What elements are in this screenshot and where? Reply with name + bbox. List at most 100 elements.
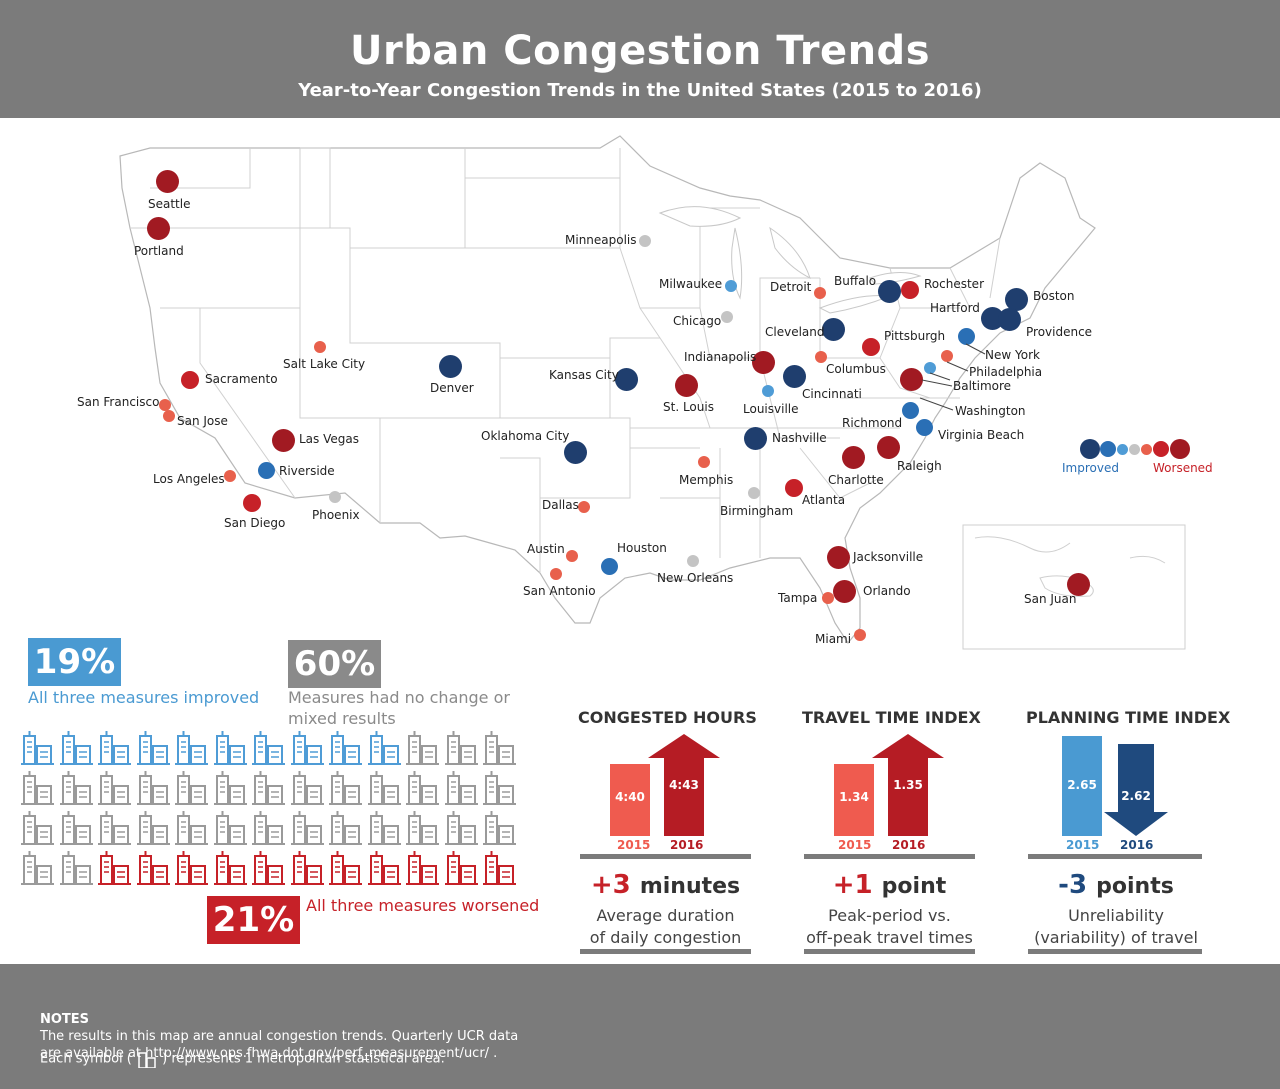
msa-building-icon — [367, 771, 401, 805]
msa-building-icon — [98, 771, 131, 805]
city-dot-kansas-city — [615, 368, 638, 391]
metric-desc-1: Peak-period vs. — [828, 906, 951, 925]
city-label-los-angeles: Los Angeles — [153, 472, 225, 486]
city-label-detroit: Detroit — [770, 280, 812, 294]
city-label-oklahoma-city: Oklahoma City — [481, 429, 570, 443]
msa-building-icon — [483, 731, 516, 765]
metric-big-change: +3 minutes — [578, 870, 753, 900]
legend-improved-label: Improved — [1062, 461, 1119, 475]
city-label-buffalo: Buffalo — [834, 274, 877, 288]
city-label-salt-lake-city: Salt Lake City — [283, 357, 366, 371]
msa-building-icon — [406, 771, 439, 805]
city-dot-detroit — [814, 287, 826, 299]
city-label-memphis: Memphis — [679, 473, 734, 487]
msa-building-icon — [290, 731, 324, 765]
msa-building-icon — [98, 731, 131, 765]
metric-planning-time-index: PLANNING TIME INDEX 2.65 2.62 2015 2016 … — [1026, 708, 1230, 958]
msa-building-icon — [136, 731, 170, 765]
msa-building-icon — [367, 811, 401, 845]
baseline-bottom — [1028, 949, 1202, 954]
msa-building-icon — [444, 811, 478, 845]
city-dot-rochester — [901, 281, 919, 299]
symbol-text-prefix: Each symbol ( — [40, 1051, 132, 1067]
msa-building-icon — [329, 731, 362, 765]
city-label-indianapolis: Indianapolis — [684, 350, 757, 364]
msa-building-icon — [59, 811, 93, 845]
city-dot-providence — [998, 308, 1021, 331]
baseline-top — [1028, 854, 1202, 859]
metric-title: TRAVEL TIME INDEX — [802, 708, 981, 727]
msa-building-icon — [136, 771, 170, 805]
msa-building-icon — [444, 771, 478, 805]
metric-travel-time-index: TRAVEL TIME INDEX 1.34 1.35 2015 2016 +1… — [802, 708, 981, 958]
msa-building-icon — [175, 811, 208, 845]
city-dot-denver — [439, 355, 462, 378]
legend-dot-worsened-strong — [1170, 439, 1190, 459]
bar-2016-value: 2.62 — [1121, 789, 1151, 803]
city-label-providence: Providence — [1026, 325, 1093, 339]
city-label-new-york: New York — [985, 348, 1040, 362]
legend-dot-improved-light — [1117, 444, 1128, 455]
city-label-atlanta: Atlanta — [802, 493, 846, 507]
improved-pct-text: All three measures improved — [28, 688, 260, 707]
city-dot-louisville — [762, 385, 774, 397]
baseline-bottom — [804, 949, 975, 954]
msa-building-icon — [21, 851, 54, 885]
bar-2016-value: 4:43 — [669, 778, 699, 792]
msa-building-icon — [483, 851, 516, 885]
msa-building-icon — [483, 811, 516, 845]
city-dot-new-orleans — [687, 555, 699, 567]
year-2015-label: 2015 — [617, 838, 651, 852]
city-label-orlando: Orlando — [863, 584, 911, 598]
msa-building-icon — [59, 851, 93, 885]
msa-building-icon — [367, 851, 401, 885]
msa-building-icon — [252, 731, 285, 765]
msa-building-icon — [213, 731, 247, 765]
msa-building-icon — [290, 811, 324, 845]
mixed-pct-badge: 60% — [288, 640, 381, 688]
msa-building-icon — [406, 811, 439, 845]
city-dot-austin — [566, 550, 578, 562]
legend-dot-neutral — [1129, 444, 1140, 455]
msa-building-icon — [444, 731, 478, 765]
city-dot-oklahoma-city — [564, 441, 587, 464]
city-dot-atlanta — [785, 479, 803, 497]
page-subtitle: Year-to-Year Congestion Trends in the Un… — [298, 80, 982, 101]
city-dot-dallas — [578, 501, 590, 513]
msa-building-icon — [21, 811, 54, 845]
msa-building-icon — [21, 731, 54, 765]
year-2016-label: 2016 — [670, 838, 704, 852]
city-label-kansas-city: Kansas City — [549, 368, 619, 382]
baseline-top — [804, 854, 975, 859]
msa-building-icon — [213, 811, 247, 845]
msa-building-icon — [444, 851, 478, 885]
msa-building-icon — [329, 771, 362, 805]
city-label-riverside: Riverside — [279, 464, 335, 478]
city-dot-houston — [601, 558, 618, 575]
city-label-richmond: Richmond — [842, 416, 903, 430]
city-label-phoenix: Phoenix — [312, 508, 360, 522]
msa-building-icon — [329, 811, 362, 845]
city-dot-columbus — [815, 351, 827, 363]
city-label-chicago: Chicago — [673, 314, 722, 328]
msa-building-icon — [21, 771, 54, 805]
city-dot-memphis — [698, 456, 710, 468]
msa-building-icon — [329, 851, 362, 885]
city-dot-birmingham — [748, 487, 760, 499]
city-dot-pittsburgh — [862, 338, 880, 356]
big-change-value: -3 — [1058, 870, 1088, 900]
city-dot-phoenix — [329, 491, 341, 503]
legend-dot-improved-strong — [1080, 439, 1100, 459]
legend-dot-worsened-light — [1141, 444, 1152, 455]
city-label-cincinnati: Cincinnati — [802, 387, 862, 401]
city-label-san-diego: San Diego — [224, 516, 286, 530]
city-dot-philadelphia — [941, 350, 953, 362]
msa-building-icon — [213, 771, 247, 805]
city-dot-san-juan — [1067, 573, 1090, 596]
metric-desc-1: Unreliability — [1068, 906, 1164, 925]
city-dot-small-philly — [924, 362, 936, 374]
notes-heading: NOTES — [40, 1012, 90, 1027]
msa-building-icon — [483, 771, 516, 805]
down-arrow-icon — [1104, 744, 1168, 836]
city-dot-seattle — [156, 170, 179, 193]
